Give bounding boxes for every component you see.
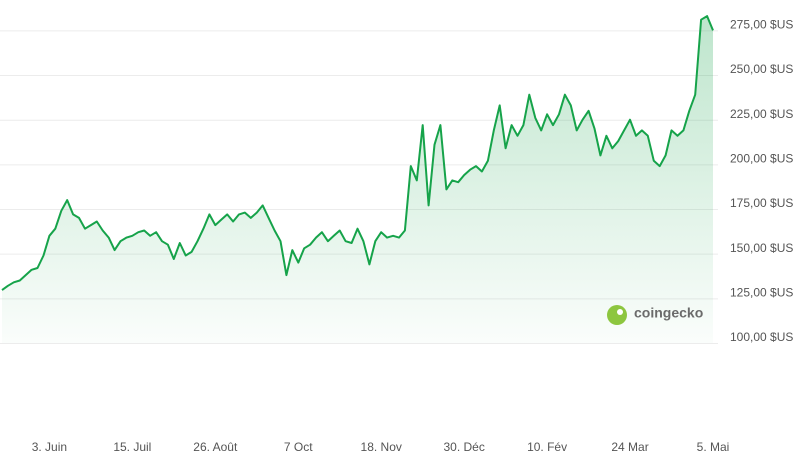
plot xyxy=(1,15,714,343)
y-tick-label: 125,00 $US xyxy=(730,286,793,300)
x-tick-label: 5. Mai xyxy=(697,440,730,454)
logo-text: coingecko xyxy=(634,305,703,321)
y-tick-label: 150,00 $US xyxy=(730,241,793,255)
x-tick-label: 26. Août xyxy=(193,440,238,454)
x-tick-label: 10. Fév xyxy=(527,440,567,454)
y-tick-label: 275,00 $US xyxy=(730,18,793,32)
x-tick-label: 30. Déc xyxy=(443,440,484,454)
x-tick-label: 24 Mar xyxy=(611,440,648,454)
y-tick-label: 250,00 $US xyxy=(730,62,793,76)
x-tick-label: 3. Juin xyxy=(32,440,67,454)
x-tick-label: 7 Oct xyxy=(284,440,313,454)
price-line xyxy=(1,15,714,291)
y-tick-label: 225,00 $US xyxy=(730,107,793,121)
labels: 100,00 $US 125,00 $US 150,00 $US 175,00 $US… xyxy=(32,18,794,455)
logo-eye xyxy=(617,309,623,315)
x-tick-label: 18. Nov xyxy=(361,440,402,454)
logo-icon xyxy=(607,305,627,325)
y-tick-label: 200,00 $US xyxy=(730,152,793,166)
x-tick-label: 15. Juil xyxy=(113,440,151,454)
y-tick-label: 100,00 $US xyxy=(730,330,793,344)
area xyxy=(2,16,713,343)
y-tick-label: 175,00 $US xyxy=(730,196,793,210)
watermark: coingecko xyxy=(607,305,703,325)
